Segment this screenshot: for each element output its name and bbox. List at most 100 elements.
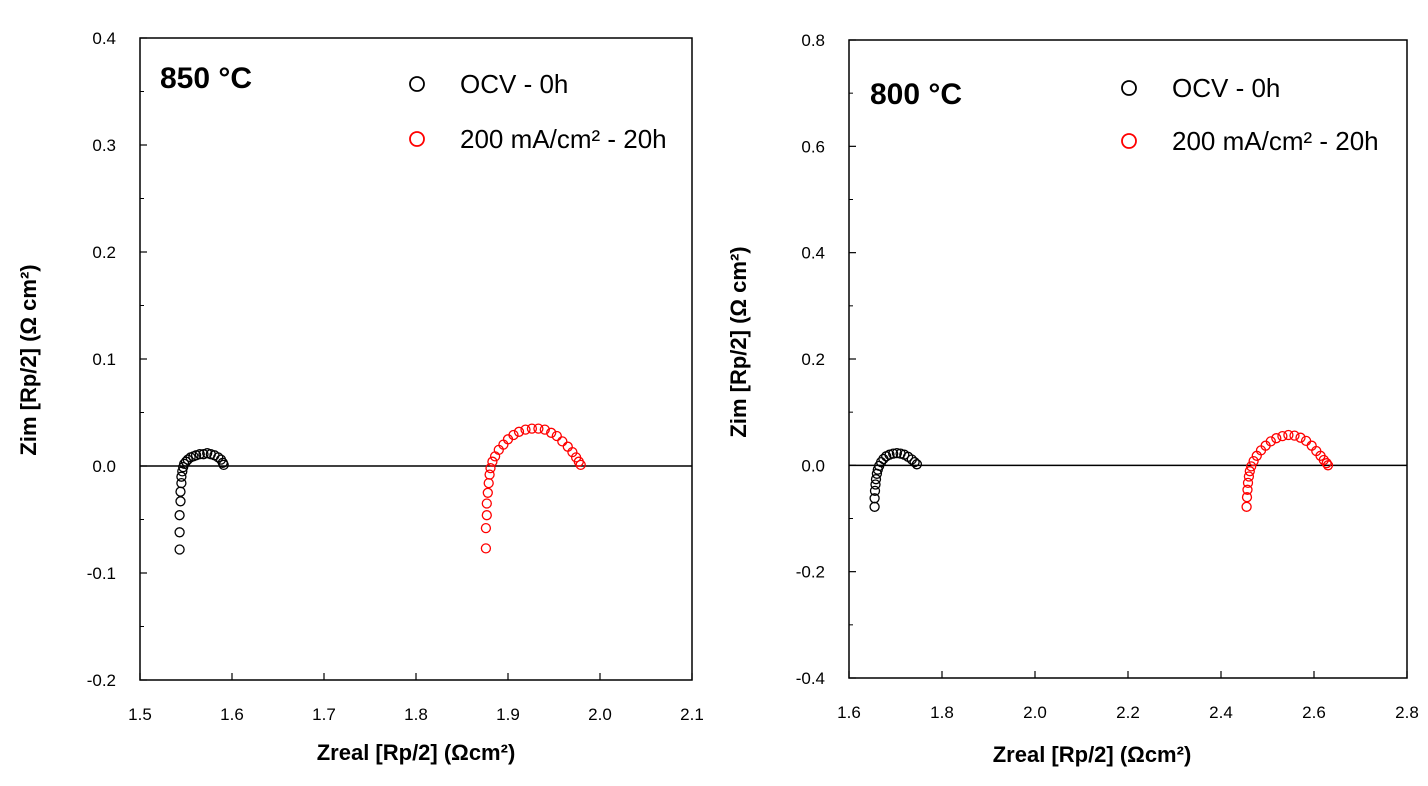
data-point: [513, 426, 525, 437]
x-tick-label: 1.5: [128, 705, 152, 724]
data-point: [1248, 455, 1259, 467]
data-point: [481, 498, 492, 509]
data-point: [1322, 460, 1334, 471]
data-point: [508, 429, 519, 441]
series-group-right: [869, 429, 1334, 512]
series-current: [480, 423, 586, 554]
x-tick-label: 1.8: [404, 705, 428, 724]
data-point: [484, 469, 495, 480]
data-point: [1289, 430, 1300, 441]
data-point: [1277, 430, 1288, 442]
y-tick-label: 0.2: [801, 350, 825, 369]
data-point: [1243, 471, 1255, 482]
data-point: [1241, 501, 1252, 512]
data-point: [1244, 466, 1255, 477]
x-tick-label: 2.0: [1023, 703, 1047, 722]
data-point: [567, 446, 578, 458]
y-tick-label: 0.2: [92, 243, 116, 262]
data-point: [1295, 432, 1306, 443]
data-point: [870, 474, 882, 485]
data-point: [546, 427, 557, 438]
chart-title-left: 850 °C: [160, 62, 252, 95]
data-point: [174, 510, 185, 521]
x-tick-label: 2.0: [588, 705, 612, 724]
y-ticks-left: 0.4 0.3 0.2 0.1 0.0 -0.1 -0.2: [87, 29, 147, 690]
y-tick-label: 0.4: [92, 29, 116, 48]
data-point: [194, 449, 205, 460]
data-point: [483, 477, 494, 489]
data-point: [869, 485, 881, 497]
data-point: [175, 496, 186, 507]
legend-label-ocv-right: OCV - 0h: [1172, 73, 1280, 103]
series-current: [1241, 429, 1334, 512]
y-tick-label: 0.0: [801, 456, 825, 475]
data-point: [176, 471, 187, 482]
y-tick-label: 0.4: [801, 244, 825, 263]
data-point: [539, 424, 550, 435]
x-tick-label: 1.8: [930, 703, 954, 722]
data-point: [176, 477, 187, 489]
chart-title-right: 800 °C: [870, 78, 962, 111]
y-tick-label: 0.3: [92, 136, 116, 155]
x-ticks-right: 1.6 1.8 2.0 2.2 2.4 2.6 2.8: [837, 671, 1419, 722]
legend-right: OCV - 0h 200 mA/cm² - 20h: [1121, 73, 1379, 156]
data-point: [1265, 436, 1276, 447]
x-tick-label: 1.6: [837, 703, 861, 722]
legend-marker-current-left: [409, 131, 425, 147]
legend-label-current-right: 200 mA/cm² - 20h: [1172, 126, 1379, 156]
y-tick-label: 0.0: [92, 457, 116, 476]
data-point: [875, 456, 887, 468]
data-point: [575, 459, 586, 471]
chart-panel-left: 0.4 0.3 0.2 0.1 0.0 -0.1 -0.2 1.5 1.6 1.7 1.8 1.9 2…: [16, 29, 704, 765]
x-tick-label: 1.7: [312, 705, 336, 724]
x-tick-label: 2.6: [1302, 703, 1326, 722]
legend-label-current-left: 200 mA/cm² - 20h: [460, 124, 667, 154]
y-axis-title-left: Zim [Rp/2] (Ω cm²): [16, 264, 41, 455]
data-point: [909, 456, 920, 468]
data-point: [1246, 461, 1257, 472]
y-axis-title-right: Zim [Rp/2] (Ω cm²): [726, 246, 751, 437]
legend-left: OCV - 0h 200 mA/cm² - 20h: [409, 69, 667, 154]
chart-panel-right: 0.8 0.6 0.4 0.2 0.0 -0.2 -0.4 1.6 1.8 2.0 2.2 2.4 2…: [726, 31, 1419, 767]
y-tick-label: 0.8: [801, 31, 825, 50]
data-point: [182, 454, 193, 465]
data-point: [533, 423, 544, 434]
y-tick-label: -0.2: [796, 563, 825, 582]
data-point: [888, 448, 899, 459]
x-tick-label: 2.8: [1395, 703, 1419, 722]
data-point: [869, 501, 880, 512]
x-axis-title-right: Zreal [Rp/2] (Ωcm²): [993, 742, 1192, 767]
series-ocv: [869, 447, 923, 512]
data-point: [177, 466, 188, 477]
legend-marker-current-right: [1121, 133, 1137, 149]
series-group-left: [174, 423, 586, 555]
data-point: [1241, 492, 1253, 503]
data-point: [480, 543, 492, 554]
x-tick-label: 2.2: [1116, 703, 1140, 722]
data-point: [869, 493, 880, 504]
legend-marker-ocv-right: [1121, 80, 1137, 96]
series-ocv: [174, 448, 229, 555]
data-point: [1242, 484, 1253, 495]
data-point: [175, 486, 186, 497]
data-point: [526, 423, 538, 434]
x-tick-label: 1.9: [496, 705, 520, 724]
data-point: [891, 447, 903, 459]
data-point: [870, 479, 881, 490]
y-tick-label: 0.1: [92, 350, 116, 369]
legend-label-ocv-left: OCV - 0h: [460, 69, 568, 99]
y-ticks-right: 0.8 0.6 0.4 0.2 0.0 -0.2 -0.4: [796, 31, 856, 688]
data-point: [557, 436, 568, 447]
y-tick-label: -0.2: [87, 671, 116, 690]
data-point: [482, 487, 493, 498]
data-point: [1271, 433, 1282, 444]
data-point: [480, 522, 492, 534]
data-point: [487, 456, 498, 467]
data-point: [1321, 458, 1332, 469]
data-point: [1242, 477, 1254, 489]
legend-marker-ocv-left: [409, 76, 425, 92]
y-tick-label: -0.4: [796, 669, 825, 688]
x-tick-label: 2.1: [680, 705, 704, 724]
y-tick-label: 0.6: [801, 137, 825, 156]
